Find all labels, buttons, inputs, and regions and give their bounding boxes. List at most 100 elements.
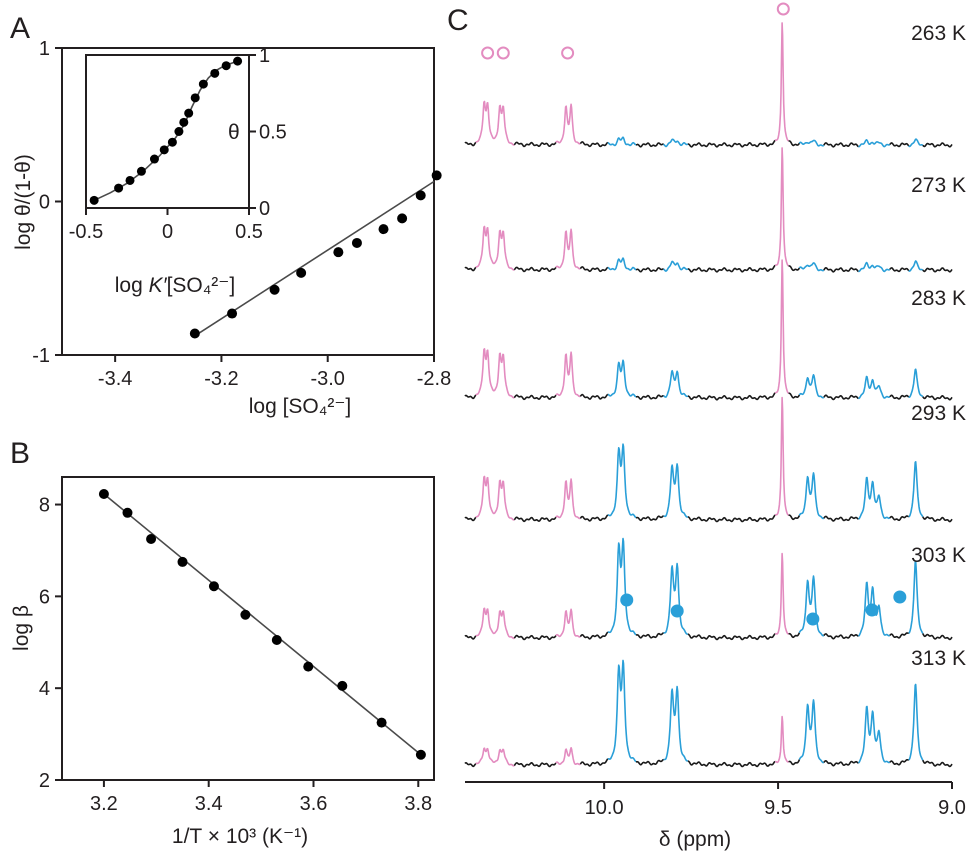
inset-xtick-label: -0.5 (69, 221, 103, 243)
open-circle-marker (561, 46, 575, 60)
panel-b-data-point (208, 581, 219, 592)
spectrum-trace-segment (513, 394, 557, 401)
spectrum-trace-segment (555, 228, 581, 270)
panel-a-ylabel: log θ/(1-θ) (12, 154, 35, 250)
open-circle-marker (496, 46, 510, 60)
panel-a-ytick-label: 0 (39, 192, 50, 214)
inset-xlabel: log K′[SO₄²⁻] (115, 274, 235, 297)
spectrum-trace-segment (823, 515, 859, 522)
spectrum-trace-segment (858, 476, 891, 520)
spectrum-trace-segment (464, 141, 477, 147)
panel-b-letter: B (10, 437, 30, 470)
inset-ylabel: θ (228, 121, 240, 144)
inset-data-point (125, 175, 135, 185)
inset-xlabel-k: K′ (149, 274, 168, 297)
inset-data-point (174, 127, 184, 136)
spectrum-trace-segment (798, 262, 825, 272)
panel-a-letter: A (10, 12, 30, 45)
panel-c-chart: 10.0 9.5 9.0 δ (ppm) 263 K 273 K 283 K 293 K 3… (464, 2, 966, 851)
panel-a-data-point (415, 190, 426, 201)
spectrum-trace-segment (464, 516, 477, 522)
open-circle-marker (481, 46, 495, 60)
panel-c-xlabel: δ (ppm) (659, 828, 731, 851)
spectrum-trace-segment (635, 515, 664, 522)
spectrum-trace-segment (798, 139, 825, 147)
spectrum-trace-segment (823, 633, 859, 640)
spectrum-trace-segment (475, 100, 515, 146)
spectrum-trace-segment (513, 141, 557, 148)
spectrum-trace-segment (464, 761, 477, 768)
panel-a-data-point (269, 284, 280, 295)
spectrum-trace-segment (858, 375, 891, 400)
spectrum-trace-segment (823, 266, 859, 273)
spectrum-trace-segment (579, 393, 609, 400)
spectrum-trace-segment (908, 368, 924, 399)
spectrum-trace-segment (607, 257, 637, 271)
spectrum-trace-segment (663, 260, 689, 272)
panel-b-chart: 3.2 3.4 3.6 3.8 2 4 6 8 1/T × 10³ (K⁻¹) log β (10, 476, 435, 848)
spectrum-trace-segment (889, 632, 910, 639)
inset-data-point (210, 68, 220, 78)
temperature-label: 263 K (911, 22, 966, 45)
spectrum-trace-segment (788, 514, 801, 521)
temperature-label: 303 K (911, 544, 966, 567)
inset-data-point (149, 154, 159, 164)
spectrum-trace-segment (607, 659, 637, 763)
inset-ytick-label: 0.5 (259, 122, 287, 144)
spectrum-trace-segment (475, 747, 515, 767)
inset-frame (85, 54, 250, 209)
spectrum-trace-segment (788, 632, 801, 639)
spectrum-trace-segment (922, 516, 953, 523)
inset-data-point (198, 79, 208, 89)
panel-b-xtick-label: 3.6 (300, 793, 328, 815)
spectrum-trace-segment (908, 138, 924, 148)
inset-data-point (221, 61, 231, 71)
spectrum-trace-segment (908, 260, 924, 272)
spectrum-trace-segment (555, 351, 581, 398)
spectrum-trace-segment (858, 261, 891, 273)
spectrum-trace-segment (513, 634, 557, 641)
spectrum-trace-segment (788, 759, 801, 766)
spectrum-trace-segment (555, 608, 581, 638)
panel-c-xtick-label: 9.5 (764, 797, 792, 819)
panel-c-xtick-label: 9.0 (938, 797, 966, 819)
inset-xtick-label: 0.5 (235, 221, 263, 243)
panel-a-data-point (431, 170, 442, 181)
panel-b-fit-line (103, 493, 422, 756)
filled-circle-marker (806, 612, 820, 626)
temperature-label: 273 K (911, 174, 966, 197)
spectrum-trace-segment (513, 266, 557, 273)
spectrum-trace-segment (475, 347, 515, 399)
inset-data-point (89, 195, 99, 205)
spectrum-trace-segment (475, 607, 515, 640)
spectrum-trace-segment (687, 392, 776, 401)
panel-b-data-point (98, 488, 109, 499)
spectrum-trace-segment (607, 359, 637, 398)
spectrum-trace-segment (774, 259, 790, 394)
panel-b-data-point (271, 634, 282, 645)
panel-a-data-point (189, 328, 200, 339)
spectrum-trace-segment (908, 560, 924, 634)
spectrum-trace-segment (823, 142, 859, 148)
inset-ytick-label: 1 (259, 45, 270, 67)
inset-data-point (179, 117, 189, 127)
spectrum-trace-segment (475, 475, 515, 521)
spectrum-trace-segment (788, 265, 801, 272)
spectrum-trace-segment (774, 396, 789, 516)
spectrum-trace-segment (635, 632, 664, 639)
spectrum-trace-segment (788, 392, 801, 399)
spectrum-trace-segment (579, 141, 609, 148)
inset-ytick-label: 0 (259, 198, 270, 220)
spectrum-trace-segment (555, 746, 581, 766)
spectrum-trace-segment (858, 139, 891, 148)
spectrum-trace-segment (555, 478, 581, 520)
spectrum-trace-segment (774, 22, 789, 142)
spectrum-trace-segment (464, 394, 477, 400)
spectrum-trace-segment (788, 140, 801, 147)
spectrum-trace-segment (635, 394, 664, 400)
spectrum-trace-segment (889, 758, 910, 766)
panel-b-data-point (337, 680, 348, 691)
panel-a-data-point (351, 237, 362, 248)
spectrum-trace-segment (663, 685, 689, 762)
